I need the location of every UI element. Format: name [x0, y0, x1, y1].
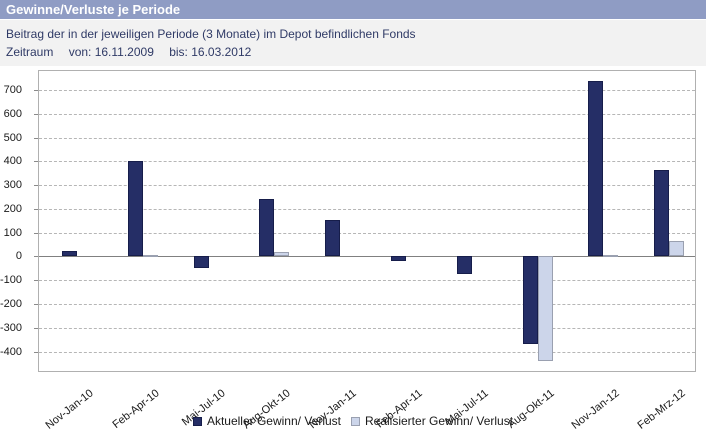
y-axis-tick-label: 200: [3, 202, 22, 215]
chart-description: Beitrag der in der jeweiligen Periode (3…: [6, 27, 416, 41]
gridline: [39, 351, 695, 353]
chart-legend: Aktueller Gewinn/ Verlust Realisierter G…: [0, 414, 706, 428]
bar-aktuell-Mai-Jul-11: [456, 256, 472, 275]
bar-realisiert-Feb-Apr-10: [142, 255, 158, 258]
bar-aktuell-Mai-Jul-10: [193, 256, 209, 269]
gridline: [39, 304, 695, 306]
y-axis-tick-label: 700: [3, 84, 22, 97]
bar-aktuell-Aug-Okt-11: [522, 256, 538, 345]
gridline: [39, 161, 695, 163]
y-tick-mark: [34, 137, 38, 139]
bar-aktuell-Feb-Apr-10: [127, 161, 143, 257]
page-title: Gewinne/Verluste je Periode: [0, 0, 706, 20]
period-to: bis: 16.03.2012: [169, 45, 252, 59]
bar-realisiert-Nov-Jan-12: [603, 255, 619, 258]
bar-realisiert-Feb-Mrz-12: [669, 241, 685, 257]
y-tick-mark: [34, 256, 38, 258]
y-tick-mark: [34, 185, 38, 187]
period-from: von: 16.11.2009: [68, 45, 154, 59]
y-tick-mark: [34, 113, 38, 115]
y-tick-mark: [34, 304, 38, 306]
zero-gridline: [39, 256, 695, 258]
plot-area: -400 -300 -200 -100 0 100 200 300 400 500 600 700: [0, 70, 696, 372]
y-axis-tick-label: 100: [3, 226, 22, 239]
bar-chart: -400 -300 -200 -100 0 100 200 300 400 500 600 700 N…: [0, 66, 706, 441]
legend-label-aktuell: Aktueller Gewinn/ Verlust: [206, 414, 341, 428]
bar-aktuell-Nov-Jan-11: [325, 219, 341, 257]
y-axis-tick-label: 0: [15, 250, 22, 263]
y-axis-tick-label: 300: [3, 179, 22, 192]
legend-swatch-aktuell-icon: [192, 416, 202, 426]
gridline: [39, 185, 695, 187]
period-line: Zeitraum von: 16.11.2009 bis: 16.03.2012: [6, 43, 700, 61]
y-tick-mark: [34, 161, 38, 163]
bar-aktuell-Feb-Apr-11: [390, 256, 406, 262]
y-tick-mark: [34, 351, 38, 353]
bar-aktuell-Nov-Jan-10: [61, 250, 77, 257]
bar-realisiert-Aug-Okt-11: [537, 256, 553, 362]
bar-aktuell-Feb-Mrz-12: [654, 169, 670, 257]
gridline: [39, 113, 695, 115]
legend-item-aktuell: Aktueller Gewinn/ Verlust: [192, 414, 341, 428]
bar-aktuell-Nov-Jan-12: [588, 80, 604, 257]
bar-realisiert-Aug-Okt-10: [274, 251, 290, 257]
y-tick-mark: [34, 90, 38, 92]
y-tick-mark: [34, 232, 38, 234]
y-axis-tick-label: 500: [3, 131, 22, 144]
legend-swatch-realisiert-icon: [351, 416, 360, 426]
y-tick-mark: [34, 280, 38, 282]
legend-item-realisiert: Realisierter Gewinn/ Verlust: [351, 414, 513, 428]
gridline: [39, 208, 695, 210]
y-axis-tick-label: -300: [0, 321, 22, 334]
y-axis-tick-label: -400: [0, 345, 22, 358]
y-axis-tick-label: -200: [0, 298, 22, 311]
gridline: [39, 90, 695, 92]
gridline: [39, 232, 695, 234]
period-label: Zeitraum: [6, 45, 54, 59]
y-axis-tick-label: 400: [3, 155, 22, 168]
y-tick-mark: [34, 327, 38, 329]
chart-subtitle-area: Beitrag der in der jeweiligen Periode (3…: [0, 20, 706, 66]
gridline: [39, 280, 695, 282]
gridline: [39, 327, 695, 329]
gridline: [39, 137, 695, 139]
bar-aktuell-Aug-Okt-10: [259, 199, 275, 257]
y-axis-tick-label: -100: [0, 274, 22, 287]
y-axis-tick-label: 600: [3, 107, 22, 120]
legend-label-realisiert: Realisierter Gewinn/ Verlust: [365, 414, 514, 428]
y-tick-mark: [34, 208, 38, 210]
